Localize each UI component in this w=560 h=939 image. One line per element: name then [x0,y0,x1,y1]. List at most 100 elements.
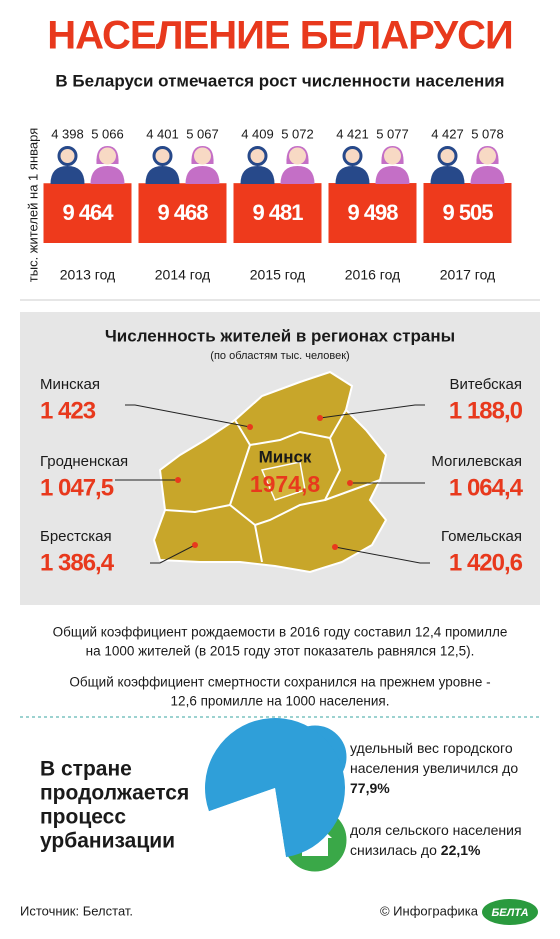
urbanization-heading: В стране [40,758,132,781]
x-tick-label: 2015 год [250,267,305,283]
body [145,166,180,184]
body [470,166,505,184]
bar [328,183,417,243]
head [247,146,268,166]
region-name: Гродненская [40,453,128,470]
urbanization-heading: продолжается [40,782,189,805]
bar [233,183,322,243]
bar-value-label: 9 464 [62,200,114,225]
bar [138,183,227,243]
capital-value: 1974,8 [250,471,321,497]
head [289,147,306,165]
region-name: Могилевская [431,453,522,470]
region-value: 1 188,0 [449,397,523,424]
leader-dot [247,424,253,430]
head [437,146,458,166]
body [90,166,125,184]
region-value: 1 420,6 [449,549,523,576]
woman-icon [280,146,315,184]
body [335,166,370,184]
title: НАСЕЛЕНИЕ БЕЛАРУСИ [47,14,513,58]
men-value-label: 4 398 [51,126,84,141]
leader-line [150,544,196,564]
woman-icon [90,146,125,184]
women-value-label: 5 078 [471,126,504,141]
pie-slice [205,718,345,858]
bar-value-label: 9 505 [442,200,493,225]
x-tick-label: 2016 год [345,267,400,283]
body [430,166,465,184]
region-value: 1 386,4 [40,549,115,576]
y-axis-label: тыс. жителей на 1 января [25,128,40,282]
rural-value: 22,1% [440,842,481,858]
x-tick-label: 2017 год [440,267,495,283]
man-icon [145,146,180,184]
region-name: Брестская [40,528,112,545]
men-value-label: 4 427 [431,126,464,141]
women-value-label: 5 077 [376,126,409,141]
leader-dot [317,415,323,421]
leader-line [334,546,430,564]
subtitle: В Беларуси отмечается рост численности н… [55,71,504,90]
regions-subtitle: (по областям тыс. человек) [210,350,349,362]
women-value-label: 5 066 [91,126,124,141]
head [479,147,496,165]
x-tick-label: 2014 год [155,267,210,283]
urbanization-heading: процесс [40,806,126,829]
man-icon [430,146,465,184]
man-icon [335,146,370,184]
men-value-label: 4 401 [146,126,179,141]
body [280,166,315,184]
note-line: 12,6 промилле на 1000 населения. [171,694,390,709]
body [185,166,220,184]
woman-icon [375,146,410,184]
head [384,147,401,165]
women-value-label: 5 067 [186,126,219,141]
pie-slice [208,788,286,858]
leader-line [125,404,251,428]
bar-value-label: 9 498 [347,200,398,225]
head [57,146,78,166]
men-value-label: 4 421 [336,126,369,141]
bar-value-label: 9 481 [252,200,303,225]
man-icon [50,146,85,184]
bar [43,183,132,243]
leader-dot [332,544,338,550]
rural-text: доля сельского населения снизилась до [350,822,522,858]
region-value: 1 047,5 [40,474,114,501]
region-name: Гомельская [441,528,522,545]
body [240,166,275,184]
man-icon [240,146,275,184]
urbanization-heading: урбанизации [40,830,175,853]
leader-line [319,404,425,419]
woman-icon [185,146,220,184]
source: Источник: Белстат. [20,903,133,918]
body [50,166,85,184]
logo-text: БЕЛТА [491,907,528,919]
head [152,146,173,166]
leader-dot [192,542,198,548]
leader-dot [347,480,353,486]
rural-caption: доля сельского населения снизилась до 22… [350,820,540,860]
head [194,147,211,165]
credit: © Инфографика [380,903,479,918]
logo [482,899,538,925]
head [99,147,116,165]
note-line: на 1000 жителей (в 2015 году этот показа… [86,644,475,659]
regions-title: Численность жителей в регионах страны [105,326,455,345]
region-name: Витебская [449,376,522,393]
region-name: Минская [40,376,100,393]
women-value-label: 5 072 [281,126,314,141]
bar [423,183,512,243]
x-tick-label: 2013 год [60,267,115,283]
region-value: 1 423 [40,397,96,424]
urban-value: 77,9% [350,780,390,796]
note-line: Общий коэффициент рождаемости в 2016 год… [53,625,508,640]
urban-text: удельный вес городского населения увелич… [350,740,519,776]
bar-value-label: 9 468 [157,200,208,225]
head [342,146,363,166]
men-value-label: 4 409 [241,126,274,141]
urban-caption: удельный вес городского населения увелич… [350,738,540,798]
